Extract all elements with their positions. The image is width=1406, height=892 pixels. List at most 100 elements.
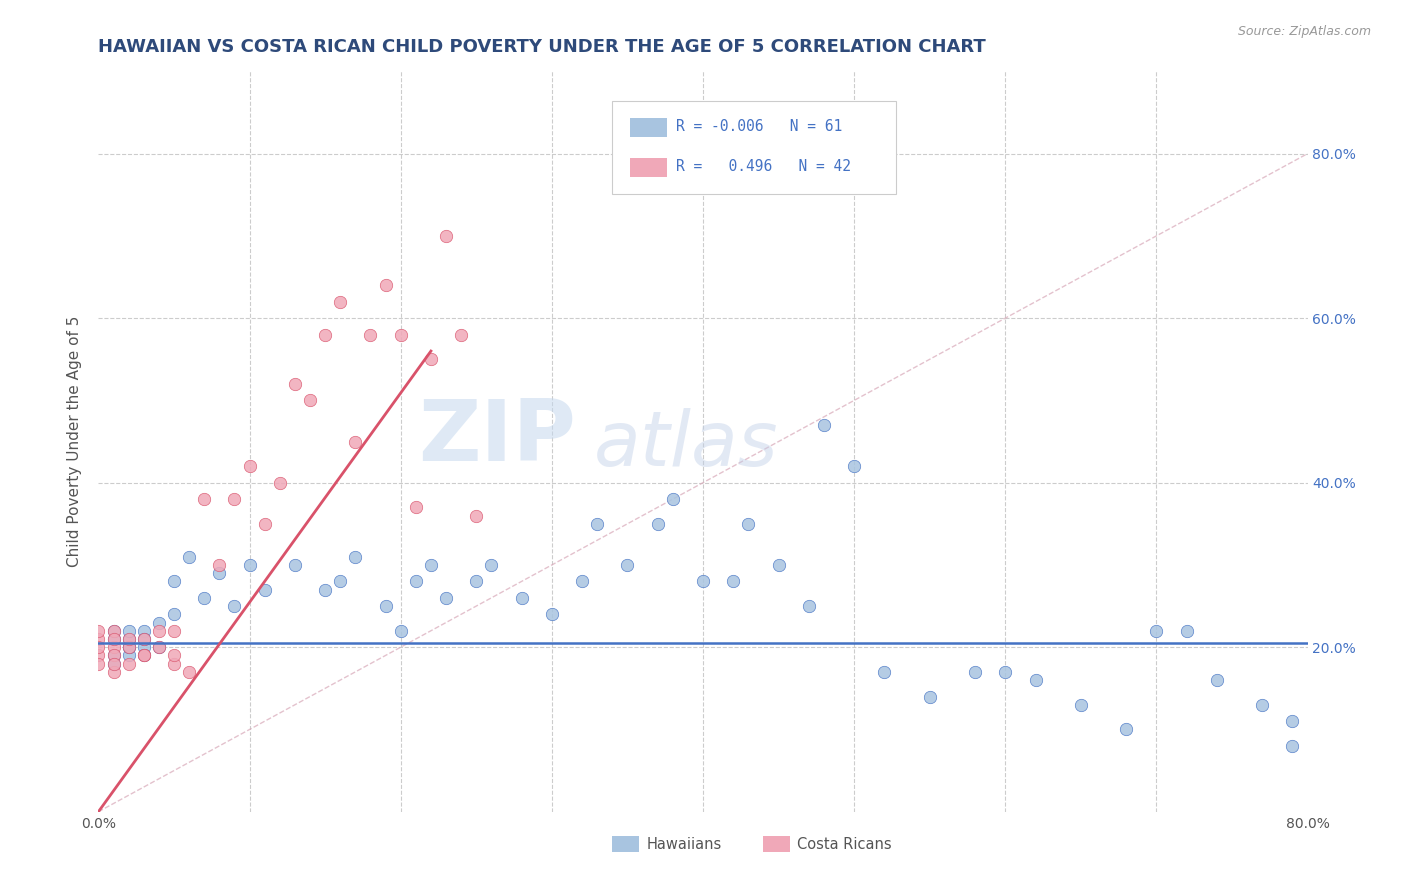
FancyBboxPatch shape: [613, 836, 638, 853]
Point: [239, 459, 262, 474]
Point: [1175, 624, 1198, 638]
Point: [103, 665, 125, 679]
Point: [616, 558, 638, 572]
Point: [723, 574, 745, 589]
Point: [405, 574, 427, 589]
Point: [253, 516, 276, 531]
Point: [299, 393, 322, 408]
FancyBboxPatch shape: [630, 158, 666, 178]
Point: [661, 492, 683, 507]
Point: [118, 640, 141, 655]
Point: [647, 516, 669, 531]
Point: [193, 591, 215, 605]
Point: [797, 599, 820, 613]
Point: [768, 558, 790, 572]
Point: [148, 615, 170, 630]
Point: [224, 599, 246, 613]
Point: [118, 640, 141, 655]
Point: [994, 665, 1017, 679]
Point: [1281, 739, 1303, 753]
Point: [481, 558, 503, 572]
Point: [148, 640, 170, 655]
Point: [1251, 698, 1274, 712]
Text: ZIP: ZIP: [419, 396, 576, 479]
Point: [118, 624, 141, 638]
Point: [1024, 673, 1046, 687]
Point: [103, 648, 125, 663]
Point: [103, 640, 125, 655]
Point: [132, 640, 155, 655]
Text: R =   0.496   N = 42: R = 0.496 N = 42: [676, 160, 852, 174]
Point: [103, 648, 125, 663]
FancyBboxPatch shape: [763, 836, 790, 853]
Point: [420, 352, 443, 367]
Point: [132, 648, 155, 663]
Point: [344, 434, 367, 449]
Point: [239, 558, 262, 572]
Point: [540, 607, 562, 622]
Point: [1115, 723, 1137, 737]
Point: [1144, 624, 1167, 638]
Point: [118, 632, 141, 646]
Point: [284, 376, 307, 391]
Point: [103, 624, 125, 638]
Point: [284, 558, 307, 572]
Point: [103, 624, 125, 638]
Text: Hawaiians: Hawaiians: [647, 837, 721, 852]
Point: [179, 549, 201, 564]
Point: [329, 294, 352, 309]
Point: [344, 549, 367, 564]
Y-axis label: Child Poverty Under the Age of 5: Child Poverty Under the Age of 5: [67, 316, 83, 567]
Point: [405, 500, 427, 515]
FancyBboxPatch shape: [613, 101, 897, 194]
Point: [148, 640, 170, 655]
Point: [692, 574, 714, 589]
Point: [314, 582, 336, 597]
Point: [87, 657, 110, 671]
Point: [360, 327, 382, 342]
Point: [389, 624, 412, 638]
Point: [132, 632, 155, 646]
Point: [103, 657, 125, 671]
Point: [132, 648, 155, 663]
FancyBboxPatch shape: [630, 118, 666, 137]
Point: [1070, 698, 1092, 712]
Point: [163, 657, 186, 671]
Point: [374, 599, 396, 613]
Point: [148, 624, 170, 638]
Point: [844, 459, 866, 474]
Point: [132, 648, 155, 663]
Point: [163, 574, 186, 589]
Point: [450, 327, 472, 342]
Point: [434, 591, 457, 605]
Point: [118, 640, 141, 655]
Point: [1281, 714, 1303, 729]
Point: [737, 516, 759, 531]
Text: R = -0.006   N = 61: R = -0.006 N = 61: [676, 120, 842, 135]
Point: [465, 508, 488, 523]
Point: [103, 657, 125, 671]
Point: [253, 582, 276, 597]
Point: [87, 624, 110, 638]
Text: atlas: atlas: [595, 409, 779, 483]
Point: [1206, 673, 1229, 687]
Point: [132, 632, 155, 646]
Point: [132, 624, 155, 638]
Point: [813, 418, 835, 433]
Point: [873, 665, 896, 679]
Point: [118, 657, 141, 671]
Point: [179, 665, 201, 679]
Point: [965, 665, 987, 679]
Point: [374, 278, 396, 293]
Point: [103, 632, 125, 646]
Point: [510, 591, 533, 605]
Point: [87, 632, 110, 646]
Point: [329, 574, 352, 589]
Point: [193, 492, 215, 507]
Point: [389, 327, 412, 342]
Point: [434, 228, 457, 243]
Point: [163, 607, 186, 622]
Text: Source: ZipAtlas.com: Source: ZipAtlas.com: [1237, 25, 1371, 38]
Point: [269, 475, 291, 490]
Point: [571, 574, 593, 589]
